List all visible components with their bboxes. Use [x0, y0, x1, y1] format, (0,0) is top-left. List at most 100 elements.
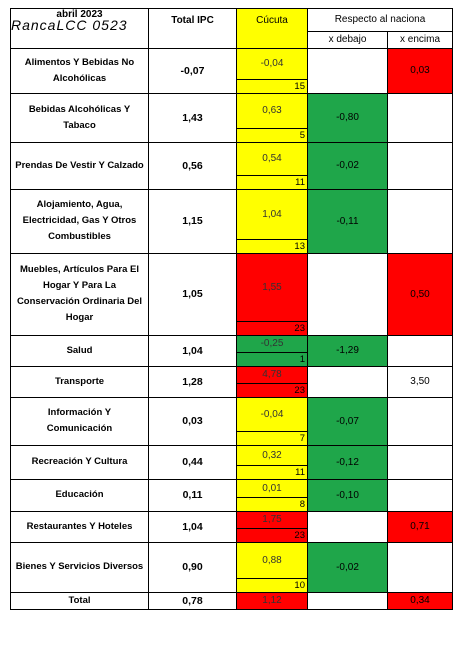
category: Educación	[10, 478, 149, 512]
city-cell: 0,63 5	[236, 92, 308, 143]
city-value: -0,25	[260, 338, 284, 349]
above-national	[387, 444, 453, 480]
total-ipc: 0,78	[148, 591, 237, 610]
below-value: -0,12	[336, 456, 359, 468]
city-value: 0,01	[262, 482, 282, 494]
below-value: -0,07	[336, 415, 359, 427]
city-cell: 0,32 11	[236, 444, 308, 480]
below-national: -0,11	[307, 188, 388, 254]
city-wrap: -0,25 1	[237, 336, 307, 366]
below-national: -0,12	[307, 444, 388, 480]
rank: 13	[237, 238, 307, 253]
below-value: -0,02	[336, 561, 359, 573]
below-value: -0,11	[336, 215, 359, 227]
below-value: -0,80	[336, 112, 359, 123]
below-value: -0,02	[336, 160, 359, 171]
above-national: 0,03	[387, 47, 453, 94]
above-national	[387, 334, 453, 367]
city-wrap: 0,32 11	[237, 446, 307, 479]
city-cell: 0,54 11	[236, 141, 308, 190]
rank: 10	[237, 577, 307, 592]
header-row: abril 2023 RancaLCC 0523 Total IPC Cúcut…	[10, 8, 453, 49]
total-ipc: 1,05	[148, 252, 237, 336]
above-national: 0,50	[387, 252, 453, 336]
category: Restaurantes Y Hoteles	[10, 510, 149, 543]
row: Información Y Comunicación 0,03 -0,04 7 -0,0…	[10, 396, 453, 446]
city-wrap: 1,12	[237, 593, 307, 609]
encima-header: x encima	[387, 30, 453, 49]
rank: 5	[237, 127, 307, 142]
city-value: 0,32	[262, 449, 282, 461]
header-row: x debajo x encima	[10, 30, 453, 49]
above-national: 3,50	[387, 365, 453, 398]
total-ipc-header: Total IPC	[148, 8, 237, 49]
city-cell: 0,88 10	[236, 541, 308, 593]
city-cell: 1,04 13	[236, 188, 308, 254]
table-body: abril 2023 RancaLCC 0523 Total IPC Cúcut…	[10, 8, 453, 610]
city-value: 1,55	[262, 281, 282, 293]
header-cell: abril 2023 RancaLCC 0523	[10, 8, 149, 33]
city-value: 4,78	[262, 369, 282, 380]
row: Bienes Y Servicios Diversos 0,90 0,88 10 -0,…	[10, 541, 453, 593]
category: Alojamiento, Agua, Electricidad, Gas Y O…	[10, 188, 149, 254]
row: Salud 1,04 -0,25 1 -1,29	[10, 334, 453, 367]
below-national: -0,02	[307, 141, 388, 190]
above-value: 0,50	[410, 288, 430, 300]
above-national	[387, 141, 453, 190]
row: Muebles, Artículos Para El Hogar Y Para …	[10, 252, 453, 336]
above-value: 0,03	[410, 65, 430, 76]
city-value: 1,75	[262, 514, 282, 525]
city-wrap: 0,54 11	[237, 143, 307, 189]
below-national	[307, 252, 388, 336]
above-national: 0,34	[387, 591, 453, 610]
total-ipc: 1,04	[148, 510, 237, 543]
total-ipc: 0,90	[148, 541, 237, 593]
category: Transporte	[10, 365, 149, 398]
above-national	[387, 396, 453, 446]
respecto-header: Respecto al naciona	[307, 8, 453, 32]
month: abril 2023	[56, 9, 103, 20]
rank: 1	[237, 351, 307, 366]
row: Alimentos Y Bebidas No Alcohólicas -0,07-…	[10, 47, 453, 94]
total-ipc: 1,28	[148, 365, 237, 398]
total-ipc: 0,11	[148, 478, 237, 512]
signature: RancaLCC 0523	[11, 17, 128, 33]
row: Prendas De Vestir Y Calzado 0,56 0,54 11 -0,…	[10, 141, 453, 190]
row: Recreación Y Cultura 0,44 0,32 11 -0,12	[10, 444, 453, 480]
city-cell: -0,04 15	[236, 47, 308, 94]
above-national	[387, 478, 453, 512]
rank: 11	[237, 174, 307, 189]
city-wrap: 0,63 5	[237, 94, 307, 142]
above-national	[387, 188, 453, 254]
city-cell: -0,04 7	[236, 396, 308, 446]
category: Salud	[10, 334, 149, 367]
row: Alojamiento, Agua, Electricidad, Gas Y O…	[10, 188, 453, 254]
total-ipc: 1,43	[148, 92, 237, 143]
city-wrap: 4,78 23	[237, 367, 307, 397]
category: Información Y Comunicación	[10, 396, 149, 446]
rank: 23	[237, 527, 307, 542]
city-wrap: 1,55 23	[237, 254, 307, 335]
city-value: 0,63	[262, 105, 282, 116]
city-value: 0,88	[262, 554, 282, 566]
category: Bebidas Alcohólicas Y Tabaco	[10, 92, 149, 143]
city-cell: 1,75 23	[236, 510, 308, 543]
city-wrap: 1,04 13	[237, 190, 307, 253]
above-value: 0,34	[410, 595, 430, 606]
rank: 15	[237, 78, 307, 93]
city-cell: 4,78 23	[236, 365, 308, 398]
rank: 8	[237, 496, 307, 511]
below-national: -0,07	[307, 396, 388, 446]
below-value: -1,29	[336, 345, 359, 356]
city-value: -0,04	[260, 408, 284, 420]
city-cell: 0,01 8	[236, 478, 308, 512]
total-ipc: 0,44	[148, 444, 237, 480]
header-cell	[10, 31, 149, 49]
below-national: -0,10	[307, 478, 388, 512]
city-value: -0,04	[260, 58, 284, 69]
city-cell: 1,12	[236, 591, 308, 610]
ipc-table: abril 2023 RancaLCC 0523 Total IPC Cúcut…	[10, 8, 453, 610]
total-ipc: 1,15	[148, 188, 237, 254]
below-national: -0,02	[307, 541, 388, 593]
